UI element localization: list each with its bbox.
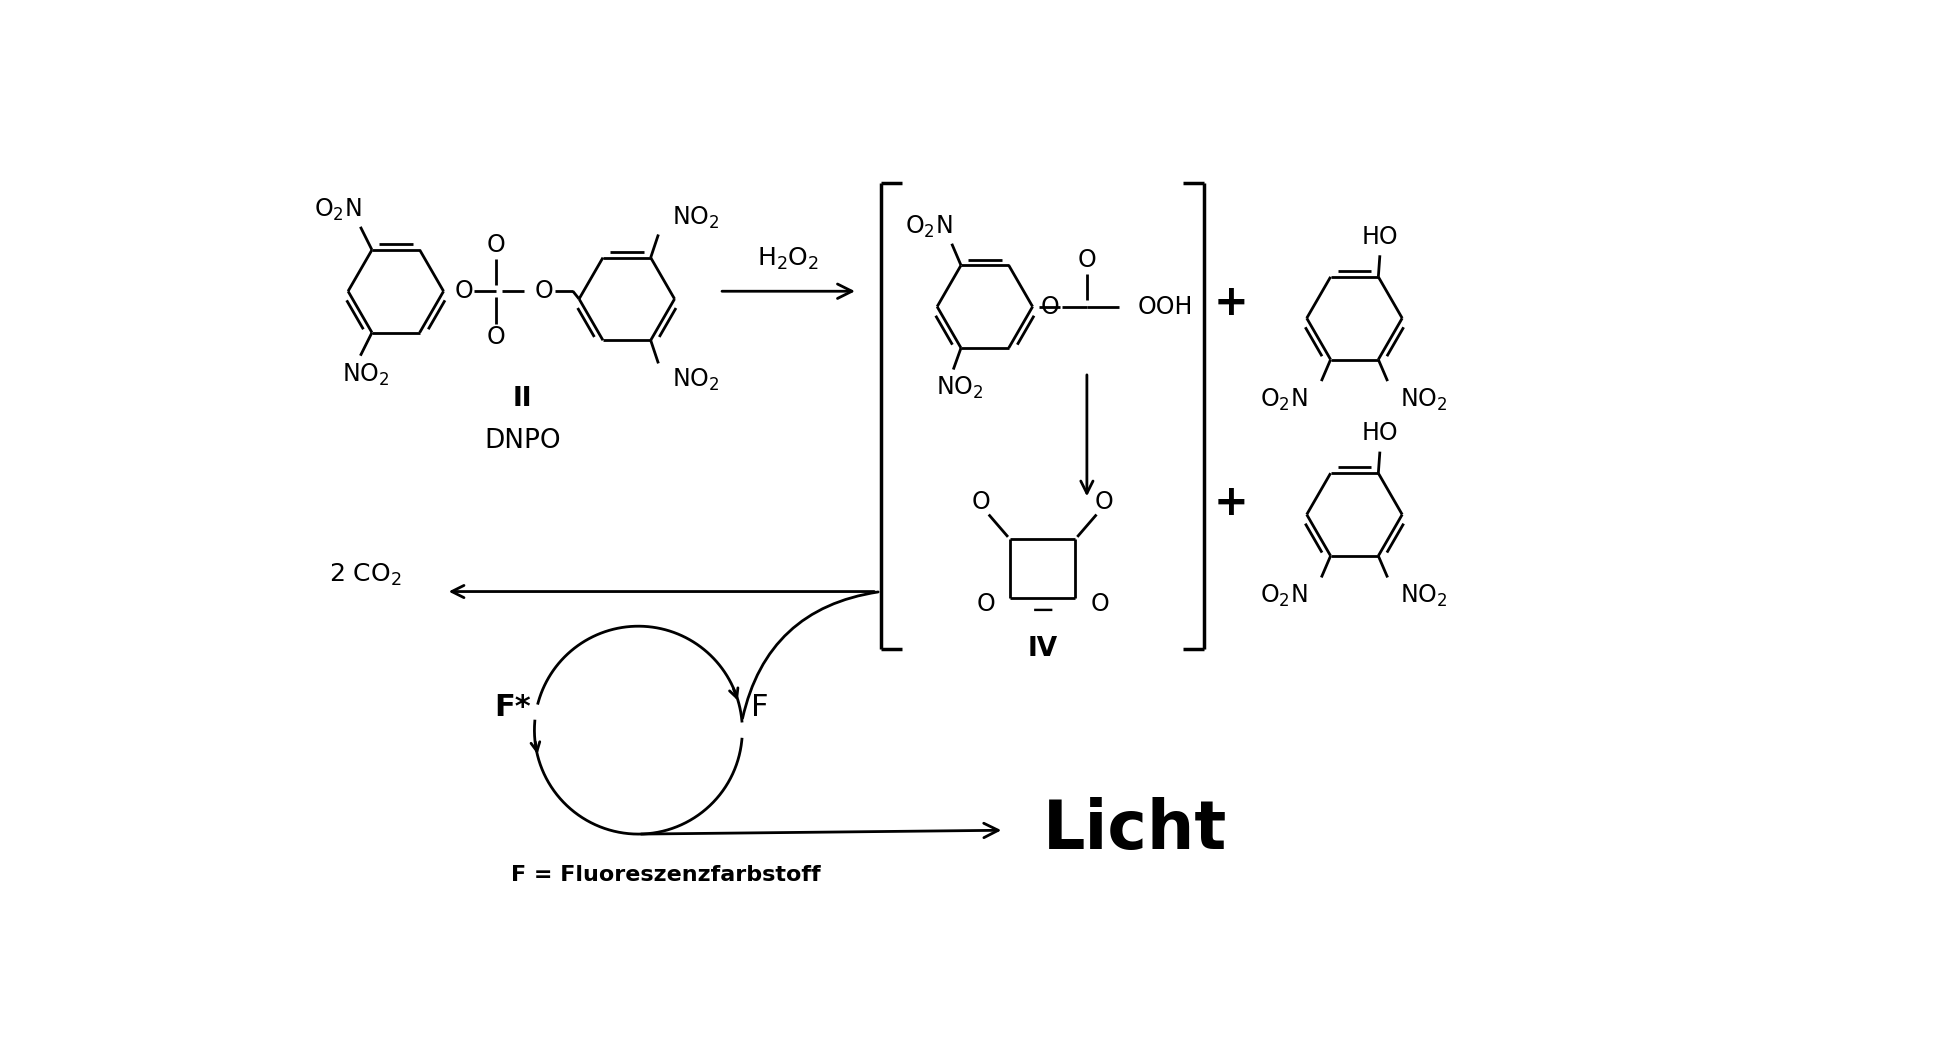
Text: OOH: OOH bbox=[1139, 295, 1194, 319]
Text: O: O bbox=[1094, 490, 1114, 514]
Text: NO$_2$: NO$_2$ bbox=[673, 204, 720, 231]
Text: O: O bbox=[454, 279, 474, 303]
Text: O$_2$N: O$_2$N bbox=[1260, 583, 1307, 609]
Text: O: O bbox=[977, 592, 994, 616]
Text: Licht: Licht bbox=[1043, 797, 1227, 863]
Text: NO$_2$: NO$_2$ bbox=[673, 367, 720, 393]
Text: −: − bbox=[1031, 596, 1055, 625]
Text: DNPO: DNPO bbox=[485, 429, 562, 454]
Text: O: O bbox=[487, 233, 505, 257]
Text: O: O bbox=[1076, 249, 1096, 273]
Text: F*: F* bbox=[495, 692, 530, 721]
Text: O: O bbox=[487, 326, 505, 350]
Text: O$_2$N: O$_2$N bbox=[1260, 386, 1307, 412]
Text: O: O bbox=[1090, 592, 1110, 616]
Text: IV: IV bbox=[1027, 636, 1057, 662]
Text: NO$_2$: NO$_2$ bbox=[935, 375, 982, 401]
Text: +: + bbox=[1213, 282, 1249, 324]
Text: NO$_2$: NO$_2$ bbox=[1399, 386, 1448, 412]
Text: F: F bbox=[750, 692, 767, 721]
Text: HO: HO bbox=[1362, 422, 1397, 446]
Text: HO: HO bbox=[1362, 225, 1397, 249]
Text: +: + bbox=[1213, 482, 1249, 524]
Text: O$_2$N: O$_2$N bbox=[313, 197, 360, 223]
Text: NO$_2$: NO$_2$ bbox=[342, 362, 389, 388]
Text: O: O bbox=[971, 490, 990, 514]
Text: O: O bbox=[1041, 295, 1059, 319]
Text: II: II bbox=[513, 386, 532, 412]
Text: 2 CO$_2$: 2 CO$_2$ bbox=[329, 561, 401, 588]
Text: O: O bbox=[534, 279, 554, 303]
Text: NO$_2$: NO$_2$ bbox=[1399, 583, 1448, 609]
Text: O$_2$N: O$_2$N bbox=[904, 213, 953, 239]
Text: F = Fluoreszenzfarbstoff: F = Fluoreszenzfarbstoff bbox=[511, 865, 820, 885]
Text: H$_2$O$_2$: H$_2$O$_2$ bbox=[757, 246, 820, 272]
